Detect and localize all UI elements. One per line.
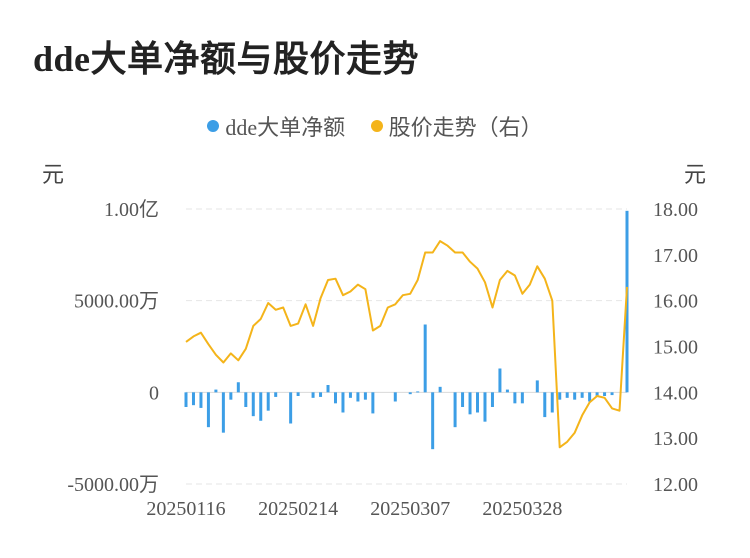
bar xyxy=(513,392,517,404)
bar xyxy=(573,392,577,400)
bar xyxy=(206,392,210,428)
bar xyxy=(348,392,352,398)
bar xyxy=(438,386,442,393)
x-tick-label: 20250214 xyxy=(258,498,338,520)
bar xyxy=(543,392,547,418)
left-tick-label: 5000.00万 xyxy=(74,291,159,313)
bar xyxy=(296,392,300,396)
legend-dot-price xyxy=(370,120,383,132)
bar xyxy=(199,392,203,408)
bar xyxy=(236,382,240,393)
bar xyxy=(251,392,255,417)
bar xyxy=(595,392,599,396)
bar xyxy=(274,392,278,397)
bar xyxy=(603,392,607,396)
bar xyxy=(341,392,345,413)
right-tick-label: 18.00 xyxy=(653,199,698,221)
bar xyxy=(289,392,293,424)
grid-lines xyxy=(186,208,627,485)
left-axis-ticks: 1.00亿 5000.00万 0 -5000.00万 xyxy=(67,198,159,496)
right-tick-label: 13.00 xyxy=(653,428,698,450)
bar xyxy=(393,392,397,402)
bar xyxy=(363,392,367,400)
bar xyxy=(408,392,412,395)
legend-label-dde: dde大单净额 xyxy=(225,115,346,140)
bar xyxy=(244,392,248,407)
bar xyxy=(490,392,494,407)
right-tick-label: 12.00 xyxy=(653,474,698,496)
bar xyxy=(558,392,562,400)
x-tick-label: 20250116 xyxy=(146,498,225,520)
legend-item-dde[interactable]: dde大单净额 xyxy=(207,110,345,142)
x-tick-label: 20250328 xyxy=(482,498,562,520)
legend: dde大单净额 股价走势（右） xyxy=(0,110,750,142)
bar xyxy=(505,389,509,393)
price-line xyxy=(185,240,628,449)
left-tick-label: 0 xyxy=(149,382,159,404)
right-tick-label: 16.00 xyxy=(653,291,698,313)
bar xyxy=(259,392,263,421)
right-tick-label: 14.00 xyxy=(653,382,698,404)
left-axis-unit: 元 xyxy=(42,162,65,187)
bar xyxy=(431,392,435,450)
bar xyxy=(319,392,323,397)
bar xyxy=(221,392,225,433)
x-tick-label: 20250307 xyxy=(370,498,450,520)
line-series xyxy=(185,240,628,449)
bar xyxy=(191,392,195,406)
left-tick-label: -5000.00万 xyxy=(67,474,159,496)
bar xyxy=(371,392,375,414)
legend-dot-dde xyxy=(207,120,220,132)
bar xyxy=(476,392,480,413)
right-axis-unit: 元 xyxy=(684,162,707,187)
bar xyxy=(184,392,188,407)
bar xyxy=(423,324,427,393)
right-axis-ticks: 18.00 17.00 16.00 15.00 14.00 13.00 12.00 xyxy=(653,199,698,496)
bar xyxy=(326,385,330,393)
right-tick-label: 15.00 xyxy=(653,337,698,359)
bar xyxy=(610,392,614,396)
bar xyxy=(588,392,592,402)
bar xyxy=(550,392,554,413)
bar xyxy=(453,392,457,428)
bar xyxy=(214,389,218,393)
legend-label-price: 股价走势（右） xyxy=(388,115,543,140)
chart-title: dde大单净额与股价走势 xyxy=(33,39,420,79)
left-tick-label: 1.00亿 xyxy=(104,198,159,221)
bar xyxy=(229,392,233,400)
bar xyxy=(416,391,420,393)
bar xyxy=(565,392,569,398)
bar xyxy=(483,392,487,422)
bar xyxy=(266,392,270,411)
bar xyxy=(520,392,524,404)
bar xyxy=(461,392,465,407)
bar xyxy=(356,392,360,402)
x-axis-ticks: 20250116 20250214 20250307 20250328 xyxy=(146,498,562,520)
bar xyxy=(498,368,502,393)
bar xyxy=(333,392,337,404)
legend-item-price[interactable]: 股价走势（右） xyxy=(370,110,543,142)
bar xyxy=(311,392,315,398)
bar xyxy=(580,392,584,398)
bar xyxy=(535,380,539,393)
bar xyxy=(468,392,472,415)
right-tick-label: 17.00 xyxy=(653,245,698,267)
